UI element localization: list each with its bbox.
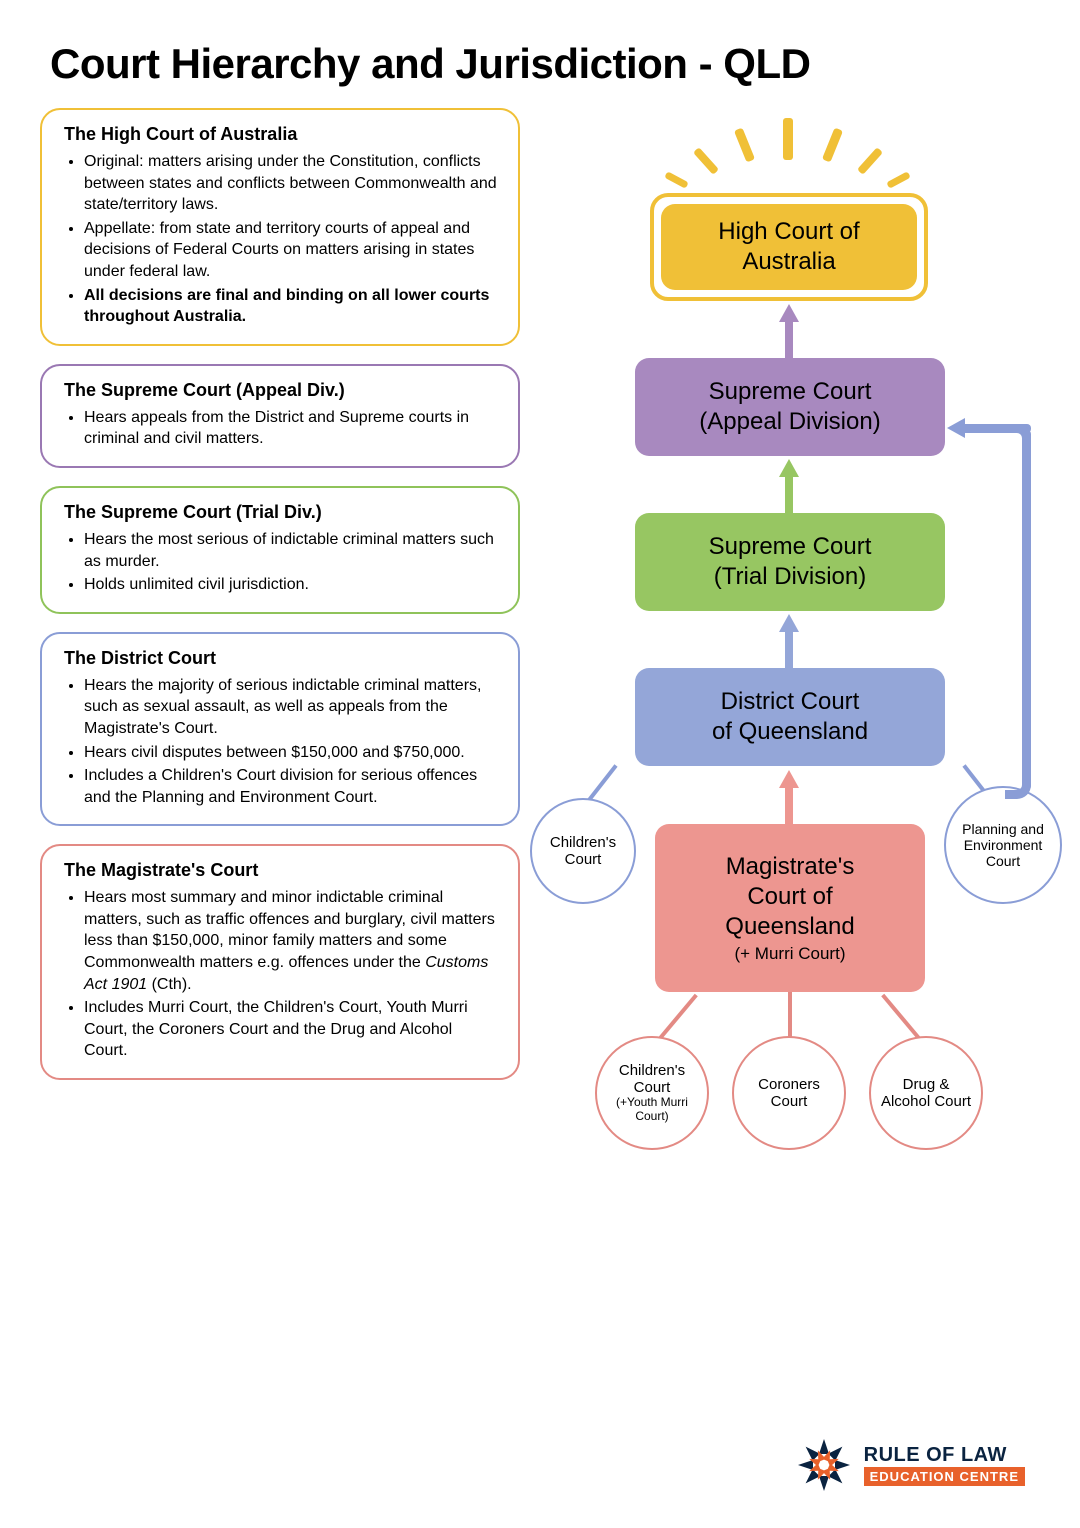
card-list: Original: matters arising under the Cons… (64, 151, 498, 328)
card-bullet: Hears civil disputes between $150,000 an… (84, 742, 498, 764)
logo-line2: EDUCATION CENTRE (864, 1467, 1025, 1486)
ray-icon (693, 147, 719, 175)
circle-district-planning: Planning and Environment Court (944, 786, 1062, 904)
card-district: The District Court Hears the majority of… (40, 632, 520, 827)
right-column: High Court of Australia Supreme Court (A… (540, 108, 1040, 1408)
node-label: High Court of (718, 217, 859, 247)
ray-icon (664, 171, 688, 188)
card-bullet: Appellate: from state and territory cour… (84, 218, 498, 283)
circle-label: Coroners Court (740, 1076, 838, 1111)
left-column: The High Court of Australia Original: ma… (40, 108, 520, 1408)
card-list: Hears the most serious of indictable cri… (64, 529, 498, 596)
connector-line (881, 994, 923, 1043)
circle-mag-children: Children's Court (+Youth Murri Court) (595, 1036, 709, 1150)
arrow-line (785, 473, 793, 513)
card-bullet: Hears the most serious of indictable cri… (84, 529, 498, 572)
node-label: Magistrate's (726, 852, 855, 882)
card-bullet: All decisions are final and binding on a… (84, 285, 498, 328)
arrow-head-icon (779, 770, 799, 788)
node-district: District Court of Queensland (635, 668, 945, 766)
circle-label: Children's Court (603, 1062, 701, 1097)
connector-line (656, 994, 698, 1043)
arrow-line (785, 318, 793, 358)
circle-district-children: Children's Court (530, 798, 636, 904)
card-title: The Magistrate's Court (64, 860, 498, 881)
node-sublabel: (+ Murri Court) (735, 944, 846, 964)
ray-icon (857, 147, 883, 175)
arrow-line (785, 628, 793, 668)
circle-sublabel: (+Youth Murri Court) (603, 1096, 701, 1124)
connector-line (788, 992, 792, 1040)
node-label: Queensland (725, 912, 854, 942)
node-label: (Trial Division) (714, 562, 866, 592)
card-supreme-trial: The Supreme Court (Trial Div.) Hears the… (40, 486, 520, 614)
circle-mag-coroner: Coroners Court (732, 1036, 846, 1150)
node-label: of Queensland (712, 717, 868, 747)
node-label: Australia (742, 247, 835, 277)
ray-icon (822, 128, 843, 163)
card-bullet: Hears most summary and minor indictable … (84, 887, 498, 995)
node-label: Supreme Court (709, 377, 872, 407)
ray-icon (734, 128, 755, 163)
ray-icon (886, 171, 910, 188)
arrow-head-icon (779, 304, 799, 322)
card-bullet: Includes a Children's Court division for… (84, 765, 498, 808)
main-layout: The High Court of Australia Original: ma… (0, 108, 1080, 1408)
node-high-court: High Court of Australia (661, 204, 917, 290)
starburst-icon (796, 1437, 852, 1493)
card-high-court: The High Court of Australia Original: ma… (40, 108, 520, 346)
card-bullet: Holds unlimited civil jurisdiction. (84, 574, 498, 596)
page-title: Court Hierarchy and Jurisdiction - QLD (0, 0, 1080, 108)
circle-label: Planning and Environment Court (952, 821, 1054, 869)
node-label: (Appeal Division) (699, 407, 880, 437)
card-list: Hears the majority of serious indictable… (64, 675, 498, 809)
node-magistrate: Magistrate's Court of Queensland (+ Murr… (655, 824, 925, 992)
circle-label: Children's Court (538, 834, 628, 869)
logo-text: RULE OF LAW EDUCATION CENTRE (864, 1444, 1025, 1486)
card-title: The High Court of Australia (64, 124, 498, 145)
node-supreme-appeal: Supreme Court (Appeal Division) (635, 358, 945, 456)
card-title: The Supreme Court (Trial Div.) (64, 502, 498, 523)
card-title: The Supreme Court (Appeal Div.) (64, 380, 498, 401)
node-label: District Court (721, 687, 860, 717)
circle-mag-drug: Drug & Alcohol Court (869, 1036, 983, 1150)
hierarchy-diagram: High Court of Australia Supreme Court (A… (540, 108, 1040, 1408)
node-supreme-trial: Supreme Court (Trial Division) (635, 513, 945, 611)
card-bullet: Hears the majority of serious indictable… (84, 675, 498, 740)
arrow-head-icon (779, 459, 799, 477)
card-list: Hears appeals from the District and Supr… (64, 407, 498, 450)
arrow-head-icon (947, 418, 965, 438)
card-magistrate: The Magistrate's Court Hears most summar… (40, 844, 520, 1080)
card-bullet: Includes Murri Court, the Children's Cou… (84, 997, 498, 1062)
circle-label: Drug & Alcohol Court (877, 1076, 975, 1111)
card-bullet: Original: matters arising under the Cons… (84, 151, 498, 216)
card-supreme-appeal: The Supreme Court (Appeal Div.) Hears ap… (40, 364, 520, 468)
arrow-line (785, 784, 793, 824)
logo-line1: RULE OF LAW (864, 1444, 1025, 1467)
card-list: Hears most summary and minor indictable … (64, 887, 498, 1062)
arrow-head-icon (779, 614, 799, 632)
node-high-court-outer: High Court of Australia (650, 193, 928, 301)
bypass-line (1022, 430, 1031, 790)
node-label: Supreme Court (709, 532, 872, 562)
ray-icon (783, 118, 793, 160)
card-bullet: Hears appeals from the District and Supr… (84, 407, 498, 450)
card-title: The District Court (64, 648, 498, 669)
node-label: Court of (747, 882, 832, 912)
logo: RULE OF LAW EDUCATION CENTRE (796, 1437, 1025, 1493)
